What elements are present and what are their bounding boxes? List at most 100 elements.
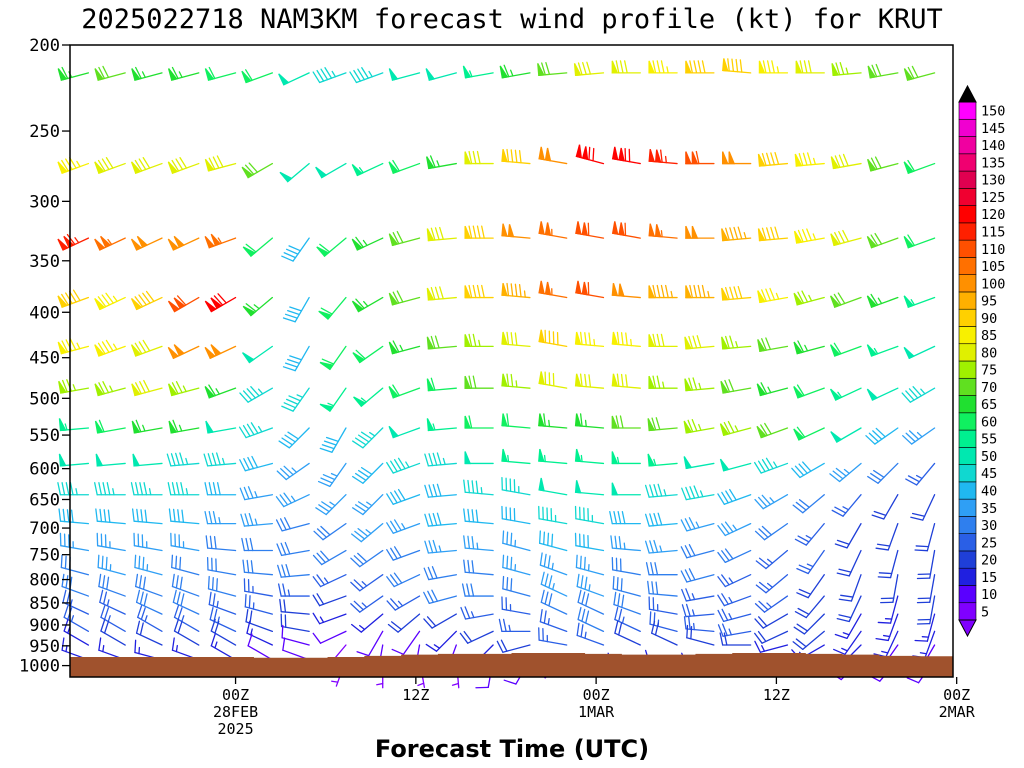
wind-barb — [351, 522, 384, 543]
colorbar-swatch — [958, 412, 977, 431]
wind-barb — [133, 532, 163, 552]
wind-barb — [386, 457, 421, 474]
wind-barb — [501, 223, 531, 239]
wind-barb — [683, 616, 715, 632]
wind-barb — [574, 448, 605, 465]
x-tick-label: 28FEB — [213, 703, 258, 721]
wind-barb — [351, 236, 384, 251]
wind-barb — [684, 377, 715, 392]
wind-barb — [538, 477, 568, 496]
wind-barb — [611, 373, 641, 389]
colorbar-swatch — [958, 377, 977, 396]
wind-barb — [244, 593, 274, 615]
wind-barb — [391, 630, 421, 655]
wind-barb — [793, 384, 825, 399]
wind-barb — [134, 554, 163, 576]
wind-barb — [914, 522, 936, 552]
wind-barb — [830, 427, 862, 443]
chart-title: 2025022718 NAM3KM forecast wind profile … — [81, 4, 943, 35]
wind-barb — [867, 63, 899, 79]
wind-barb — [423, 566, 457, 581]
wind-barb — [498, 618, 531, 632]
wind-barb — [352, 427, 384, 449]
colorbar-swatch — [958, 118, 977, 137]
colorbar-swatch — [958, 516, 977, 534]
wind-barb — [94, 156, 126, 174]
wind-barb — [836, 595, 862, 623]
wind-barb — [647, 453, 678, 467]
colorbar-swatch — [958, 481, 977, 500]
wind-barb — [719, 632, 752, 646]
wind-barb — [239, 386, 274, 403]
wind-barb — [275, 492, 310, 508]
colorbar-swatch — [958, 585, 977, 604]
wind-barb — [317, 462, 347, 488]
wind-barb — [717, 593, 752, 607]
wind-barb — [388, 384, 421, 399]
y-axis-ticks: 200 250 300 350 400 450 500 550 600 650 700 750 800 8… — [19, 36, 70, 677]
wind-barb — [98, 637, 126, 661]
wind-barb — [903, 234, 936, 249]
wind-barb — [612, 575, 641, 597]
colorbar-label: 70 — [981, 380, 997, 396]
wind-barb — [281, 237, 310, 262]
wind-barb — [540, 589, 568, 615]
wind-barb — [610, 535, 641, 552]
wind-barb — [574, 373, 605, 389]
wind-barb — [131, 66, 163, 81]
wind-barb — [829, 462, 862, 483]
wind-barb — [903, 345, 936, 360]
colorbar-swatch — [958, 447, 977, 465]
wind-barb — [685, 225, 715, 239]
wind-barb — [95, 453, 126, 467]
wind-barb — [613, 591, 641, 615]
wind-barb — [463, 535, 494, 552]
wind-barb — [574, 331, 605, 348]
wind-barb — [758, 60, 789, 74]
wind-barb — [206, 556, 237, 576]
wind-barb — [132, 453, 163, 467]
wind-barb — [57, 233, 90, 251]
wind-barb — [829, 387, 862, 401]
wind-barb — [312, 574, 347, 588]
wind-barb — [167, 295, 200, 313]
wind-barb — [719, 458, 752, 472]
wind-barb — [352, 494, 384, 516]
x-tick-label: 00Z — [583, 686, 610, 704]
wind-barb — [312, 593, 347, 607]
wind-barb — [757, 151, 789, 167]
y-tick-label: 200 — [29, 36, 60, 56]
wind-barb — [611, 556, 641, 576]
wind-barb — [424, 452, 457, 467]
wind-barb — [575, 280, 605, 299]
wind-barb — [208, 591, 237, 615]
wind-barb — [276, 541, 310, 557]
wind-barb — [388, 159, 421, 174]
wind-barb — [130, 235, 163, 251]
wind-barb — [686, 624, 715, 646]
wind-barb — [867, 462, 899, 484]
wind-barb — [425, 630, 457, 652]
wind-barb — [577, 589, 605, 615]
x-tick-label: 2MAR — [939, 703, 976, 721]
colorbar-label: 120 — [981, 207, 1005, 223]
colorbar-label: 110 — [981, 242, 1005, 258]
wind-barb — [754, 595, 789, 613]
wind-barb — [239, 486, 274, 501]
wind-barb — [717, 608, 752, 623]
wind-barb — [721, 226, 752, 242]
wind-barb — [501, 373, 531, 389]
wind-barb — [203, 452, 237, 467]
wind-barb — [312, 630, 347, 644]
wind-barb — [130, 482, 163, 496]
wind-barb — [829, 292, 862, 308]
wind-barb — [916, 549, 936, 580]
wind-barb — [721, 151, 752, 165]
wind-barb — [794, 152, 825, 167]
wind-barb — [793, 426, 825, 441]
wind-barb — [386, 519, 421, 534]
wind-barb — [877, 549, 899, 579]
